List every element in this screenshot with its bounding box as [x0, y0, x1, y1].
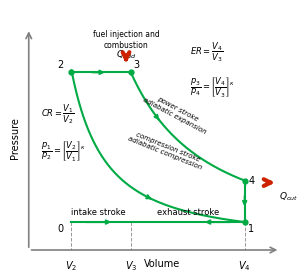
Text: $\dfrac{p_3}{p_4} = \left[\dfrac{V_4}{V_3}\right]^\kappa$: $\dfrac{p_3}{p_4} = \left[\dfrac{V_4}{V_…	[190, 76, 235, 100]
Text: $V_2$: $V_2$	[65, 259, 78, 273]
Text: fuel injection and
combustion: fuel injection and combustion	[93, 31, 159, 50]
Text: 0: 0	[57, 224, 63, 234]
Text: $Q_{out}$: $Q_{out}$	[279, 191, 299, 203]
Text: intake stroke: intake stroke	[71, 208, 126, 217]
Text: $V_4$: $V_4$	[238, 259, 251, 273]
Text: $ER = \dfrac{V_4}{V_3}$: $ER = \dfrac{V_4}{V_3}$	[190, 41, 223, 64]
Text: $CR = \dfrac{V_1}{V_2}$: $CR = \dfrac{V_1}{V_2}$	[40, 102, 74, 126]
Text: $Q_{add}$: $Q_{add}$	[116, 48, 136, 61]
Text: power stroke
adiabatic expansion: power stroke adiabatic expansion	[142, 90, 210, 135]
Text: 3: 3	[133, 60, 139, 70]
Text: 4: 4	[248, 176, 254, 186]
Text: $\dfrac{p_1}{p_2} = \left[\dfrac{V_2}{V_1}\right]^\kappa$: $\dfrac{p_1}{p_2} = \left[\dfrac{V_2}{V_…	[40, 140, 86, 164]
Text: 2: 2	[57, 60, 64, 70]
Text: Volume: Volume	[143, 259, 180, 269]
Text: compression stroke
adiabatic compression: compression stroke adiabatic compression	[127, 129, 206, 171]
Text: $V_3$: $V_3$	[124, 259, 137, 273]
Text: Pressure: Pressure	[10, 117, 20, 159]
Text: 1: 1	[248, 224, 254, 234]
Text: exhaust stroke: exhaust stroke	[157, 208, 219, 217]
